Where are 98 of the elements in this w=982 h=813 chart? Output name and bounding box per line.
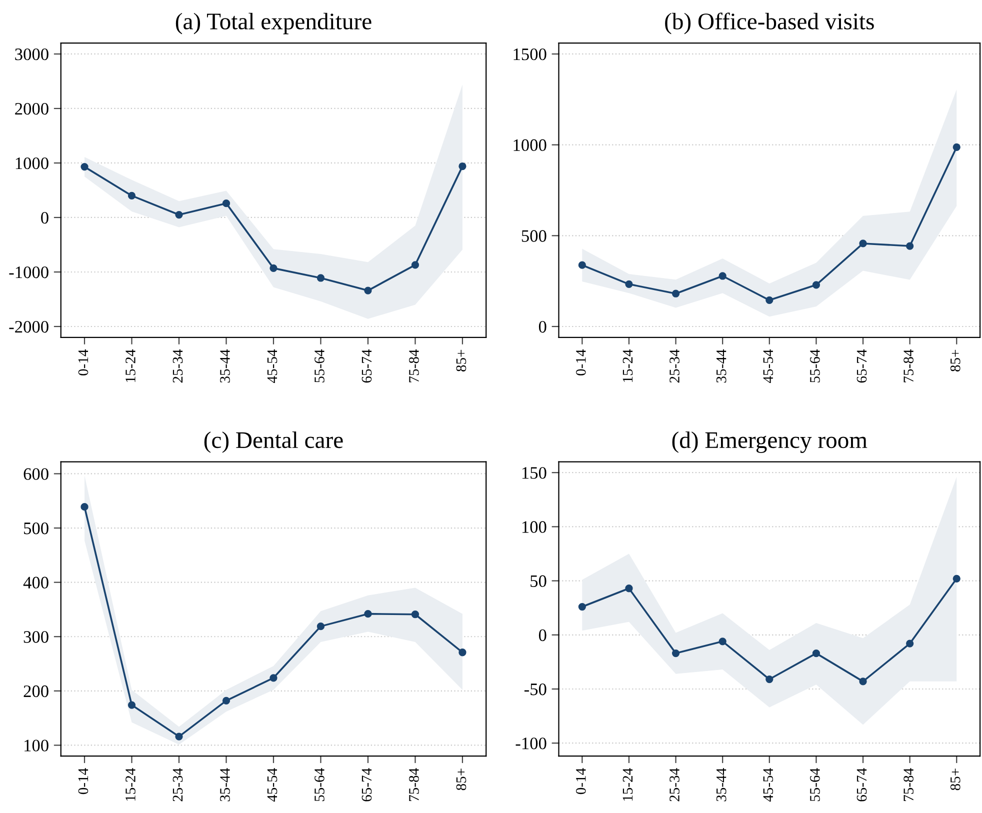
y-tick-label: 0: [538, 320, 546, 333]
point: [316, 274, 325, 282]
x-tick-label: 35-44: [220, 768, 230, 802]
point: [175, 732, 183, 740]
point: [578, 602, 586, 611]
point: [718, 272, 726, 280]
point: [316, 622, 325, 630]
point: [952, 574, 960, 582]
point: [812, 281, 820, 289]
point: [270, 674, 278, 682]
y-tick-label: 400: [23, 576, 48, 589]
x-tick-label: 25-34: [172, 768, 183, 802]
point: [80, 503, 88, 511]
x-tick-label: 45-54: [763, 349, 774, 383]
point: [718, 638, 726, 646]
point: [222, 696, 230, 705]
y-tick-label: 600: [24, 468, 48, 480]
point: [364, 610, 372, 618]
point: [270, 264, 278, 272]
point: [364, 286, 372, 294]
point: [672, 649, 680, 658]
point: [812, 649, 820, 658]
point: [411, 610, 420, 618]
x-tick-label: 35-44: [716, 768, 726, 802]
point: [175, 210, 183, 219]
x-tick-label: 85+: [950, 350, 960, 372]
chart-title: (c) Dental care: [204, 432, 343, 453]
y-tick-label: 0: [41, 212, 48, 224]
x-tick-label: 15-24: [126, 768, 136, 801]
x-tick-label: 55-64: [810, 349, 820, 382]
point: [859, 240, 867, 248]
x-tick-label: 75-84: [409, 768, 419, 801]
x-tick-label: 0-14: [576, 349, 586, 376]
x-tick-label: 15-24: [126, 349, 136, 382]
y-tick-label: 500: [522, 230, 546, 242]
y-tick-label: 500: [24, 522, 48, 534]
x-tick-label: 85+: [456, 350, 466, 372]
point: [625, 584, 633, 592]
x-tick-label: 0-14: [78, 349, 88, 376]
point: [458, 648, 466, 656]
y-tick-label: 50: [530, 575, 546, 587]
x-tick-label: 75-84: [904, 349, 914, 382]
x-tick-label: 0-14: [78, 768, 88, 794]
y-tick-label: -1000: [9, 266, 48, 278]
y-tick-label: -100: [516, 738, 546, 750]
y-tick-label: 0: [538, 629, 546, 642]
y-tick-label: 1000: [514, 139, 546, 152]
point: [578, 261, 586, 269]
x-tick-label: 85+: [950, 768, 960, 790]
x-tick-label: 45-54: [267, 349, 278, 383]
y-tick-label: 150: [522, 467, 546, 479]
point: [222, 200, 230, 208]
x-tick-label: 35-44: [220, 349, 230, 383]
x-tick-label: 75-84: [904, 768, 914, 801]
x-tick-label: 55-64: [810, 768, 820, 802]
x-tick-label: 15-24: [622, 349, 633, 382]
point: [952, 143, 960, 152]
point: [80, 162, 88, 171]
chart-title: (a) Total expenditure: [176, 12, 372, 34]
x-tick-label: 65-74: [362, 349, 372, 383]
x-tick-label: 55-64: [314, 768, 324, 802]
x-tick-label: 85+: [456, 768, 466, 790]
x-tick-label: 65-74: [856, 349, 867, 383]
x-tick-label: 45-54: [267, 768, 278, 802]
point: [672, 290, 680, 298]
y-tick-label: 1500: [514, 48, 546, 60]
y-tick-label: -50: [524, 683, 546, 696]
y-tick-label: 2000: [15, 102, 48, 115]
x-tick-label: 15-24: [622, 768, 633, 801]
point: [766, 296, 774, 304]
y-tick-label: 300: [24, 631, 48, 643]
y-tick-label: 1000: [16, 157, 48, 170]
chart-title: (b) Office-based visits: [665, 12, 874, 34]
x-tick-label: 25-34: [172, 349, 183, 383]
y-tick-label: 100: [24, 740, 48, 752]
point: [128, 701, 136, 709]
x-tick-label: 65-74: [362, 768, 372, 802]
point: [625, 280, 633, 288]
x-tick-label: 45-54: [763, 768, 774, 802]
point: [411, 261, 420, 269]
x-tick-label: 35-44: [716, 349, 726, 383]
y-tick-label: 100: [522, 521, 546, 533]
y-tick-label: 200: [24, 685, 48, 698]
x-tick-label: 25-34: [670, 768, 680, 802]
point: [766, 675, 774, 684]
point: [906, 242, 914, 250]
x-tick-label: 65-74: [856, 768, 867, 802]
y-tick-label: -2000: [9, 320, 48, 333]
point: [458, 162, 466, 170]
x-tick-label: 75-84: [409, 349, 419, 382]
point: [906, 640, 914, 648]
x-tick-label: 25-34: [670, 349, 680, 383]
point: [128, 192, 136, 200]
chart-title: (d) Emergency room: [672, 432, 868, 453]
point: [859, 678, 867, 686]
y-tick-label: 3000: [15, 48, 48, 60]
x-tick-label: 55-64: [314, 349, 324, 382]
x-tick-label: 0-14: [576, 768, 586, 794]
